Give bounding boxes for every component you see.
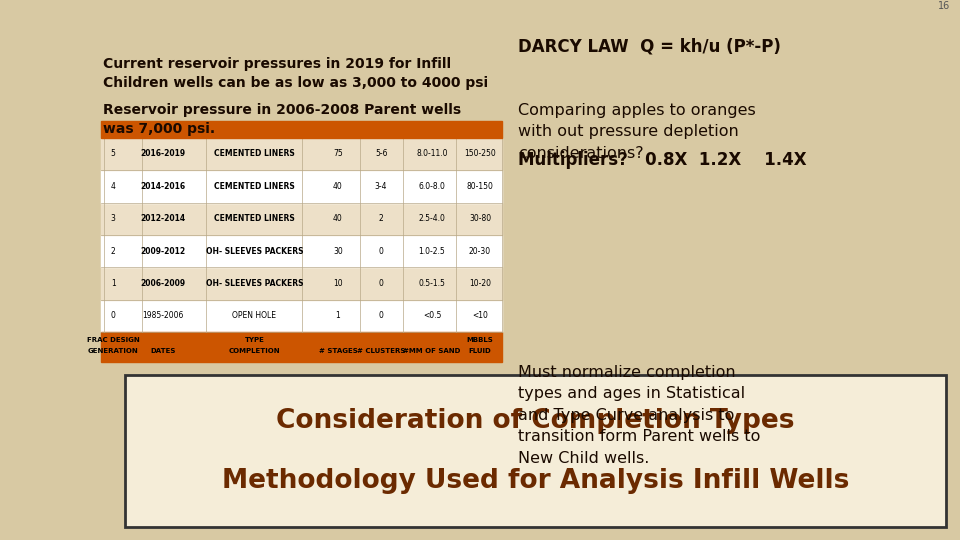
Text: 10-20: 10-20: [469, 279, 491, 288]
Text: 0: 0: [378, 312, 384, 320]
Text: OH- SLEEVES PACKERS: OH- SLEEVES PACKERS: [205, 247, 303, 255]
Text: 6.0-8.0: 6.0-8.0: [419, 182, 445, 191]
Text: DARCY LAW  Q = kh/u (P*-P): DARCY LAW Q = kh/u (P*-P): [518, 38, 781, 56]
Text: 1: 1: [336, 312, 340, 320]
Bar: [101, 332, 502, 362]
Text: 4: 4: [110, 182, 116, 191]
Text: 2: 2: [111, 247, 115, 255]
Bar: [101, 267, 502, 300]
Text: 10: 10: [333, 279, 343, 288]
Text: 2009-2012: 2009-2012: [140, 247, 186, 255]
Text: 16: 16: [938, 1, 950, 11]
Text: Multipliers?   0.8X  1.2X    1.4X: Multipliers? 0.8X 1.2X 1.4X: [518, 151, 807, 169]
Text: CEMENTED LINERS: CEMENTED LINERS: [214, 182, 295, 191]
Text: COMPLETION: COMPLETION: [228, 348, 280, 354]
Text: GENERATION: GENERATION: [88, 348, 138, 354]
Text: 2012-2014: 2012-2014: [140, 214, 186, 223]
Text: 0: 0: [110, 312, 116, 320]
Text: #MM OF SAND: #MM OF SAND: [403, 348, 461, 354]
Text: Must normalize completion
types and ages in Statistical
and Type Curve analysis : Must normalize completion types and ages…: [518, 364, 760, 466]
Text: Current reservoir pressures in 2019 for Infill
Children wells can be as low as 3: Current reservoir pressures in 2019 for …: [103, 57, 488, 90]
Text: 30: 30: [333, 247, 343, 255]
Text: DATES: DATES: [151, 348, 176, 354]
Text: 5-6: 5-6: [374, 150, 388, 158]
Text: # STAGES: # STAGES: [319, 348, 357, 354]
Bar: [101, 170, 502, 202]
Text: OPEN HOLE: OPEN HOLE: [232, 312, 276, 320]
Text: 2014-2016: 2014-2016: [140, 182, 186, 191]
Text: Consideration of Completion Types: Consideration of Completion Types: [276, 408, 795, 434]
Text: 5: 5: [110, 150, 116, 158]
Text: 1: 1: [111, 279, 115, 288]
Bar: [101, 122, 502, 138]
Text: 80-150: 80-150: [467, 182, 493, 191]
Text: Reservoir pressure in 2006-2008 Parent wells
was 7,000 psi.: Reservoir pressure in 2006-2008 Parent w…: [103, 103, 461, 136]
Text: 0: 0: [378, 247, 384, 255]
Text: CEMENTED LINERS: CEMENTED LINERS: [214, 150, 295, 158]
Text: 1985-2006: 1985-2006: [142, 312, 184, 320]
Bar: [101, 202, 502, 235]
Text: FLUID: FLUID: [468, 348, 492, 354]
Bar: [101, 300, 502, 332]
FancyBboxPatch shape: [125, 375, 946, 526]
Text: FRAC DESIGN: FRAC DESIGN: [87, 338, 139, 343]
Text: Comparing apples to oranges
with out pressure depletion
considerations?: Comparing apples to oranges with out pre…: [518, 103, 756, 161]
Text: 2016-2019: 2016-2019: [140, 150, 186, 158]
Text: 150-250: 150-250: [464, 150, 496, 158]
Text: 75: 75: [333, 150, 343, 158]
Bar: [101, 235, 502, 267]
Text: 40: 40: [333, 214, 343, 223]
Text: 0: 0: [378, 279, 384, 288]
Text: 3: 3: [110, 214, 116, 223]
Text: TYPE: TYPE: [245, 338, 264, 343]
Text: 1.0-2.5: 1.0-2.5: [419, 247, 445, 255]
Text: <0.5: <0.5: [422, 312, 442, 320]
Text: # CLUSTERS: # CLUSTERS: [357, 348, 405, 354]
Text: 30-80: 30-80: [468, 214, 492, 223]
Text: <10: <10: [472, 312, 488, 320]
Text: 20-30: 20-30: [468, 247, 492, 255]
Text: 40: 40: [333, 182, 343, 191]
Text: CEMENTED LINERS: CEMENTED LINERS: [214, 214, 295, 223]
Text: 3-4: 3-4: [374, 182, 388, 191]
Text: OH- SLEEVES PACKERS: OH- SLEEVES PACKERS: [205, 279, 303, 288]
Bar: [101, 138, 502, 170]
Text: 2.5-4.0: 2.5-4.0: [419, 214, 445, 223]
Text: MBBLS: MBBLS: [467, 338, 493, 343]
Text: 0.5-1.5: 0.5-1.5: [419, 279, 445, 288]
Text: 2: 2: [379, 214, 383, 223]
Text: Methodology Used for Analysis Infill Wells: Methodology Used for Analysis Infill Wel…: [222, 468, 849, 494]
Text: 8.0-11.0: 8.0-11.0: [417, 150, 447, 158]
Text: 2006-2009: 2006-2009: [140, 279, 186, 288]
